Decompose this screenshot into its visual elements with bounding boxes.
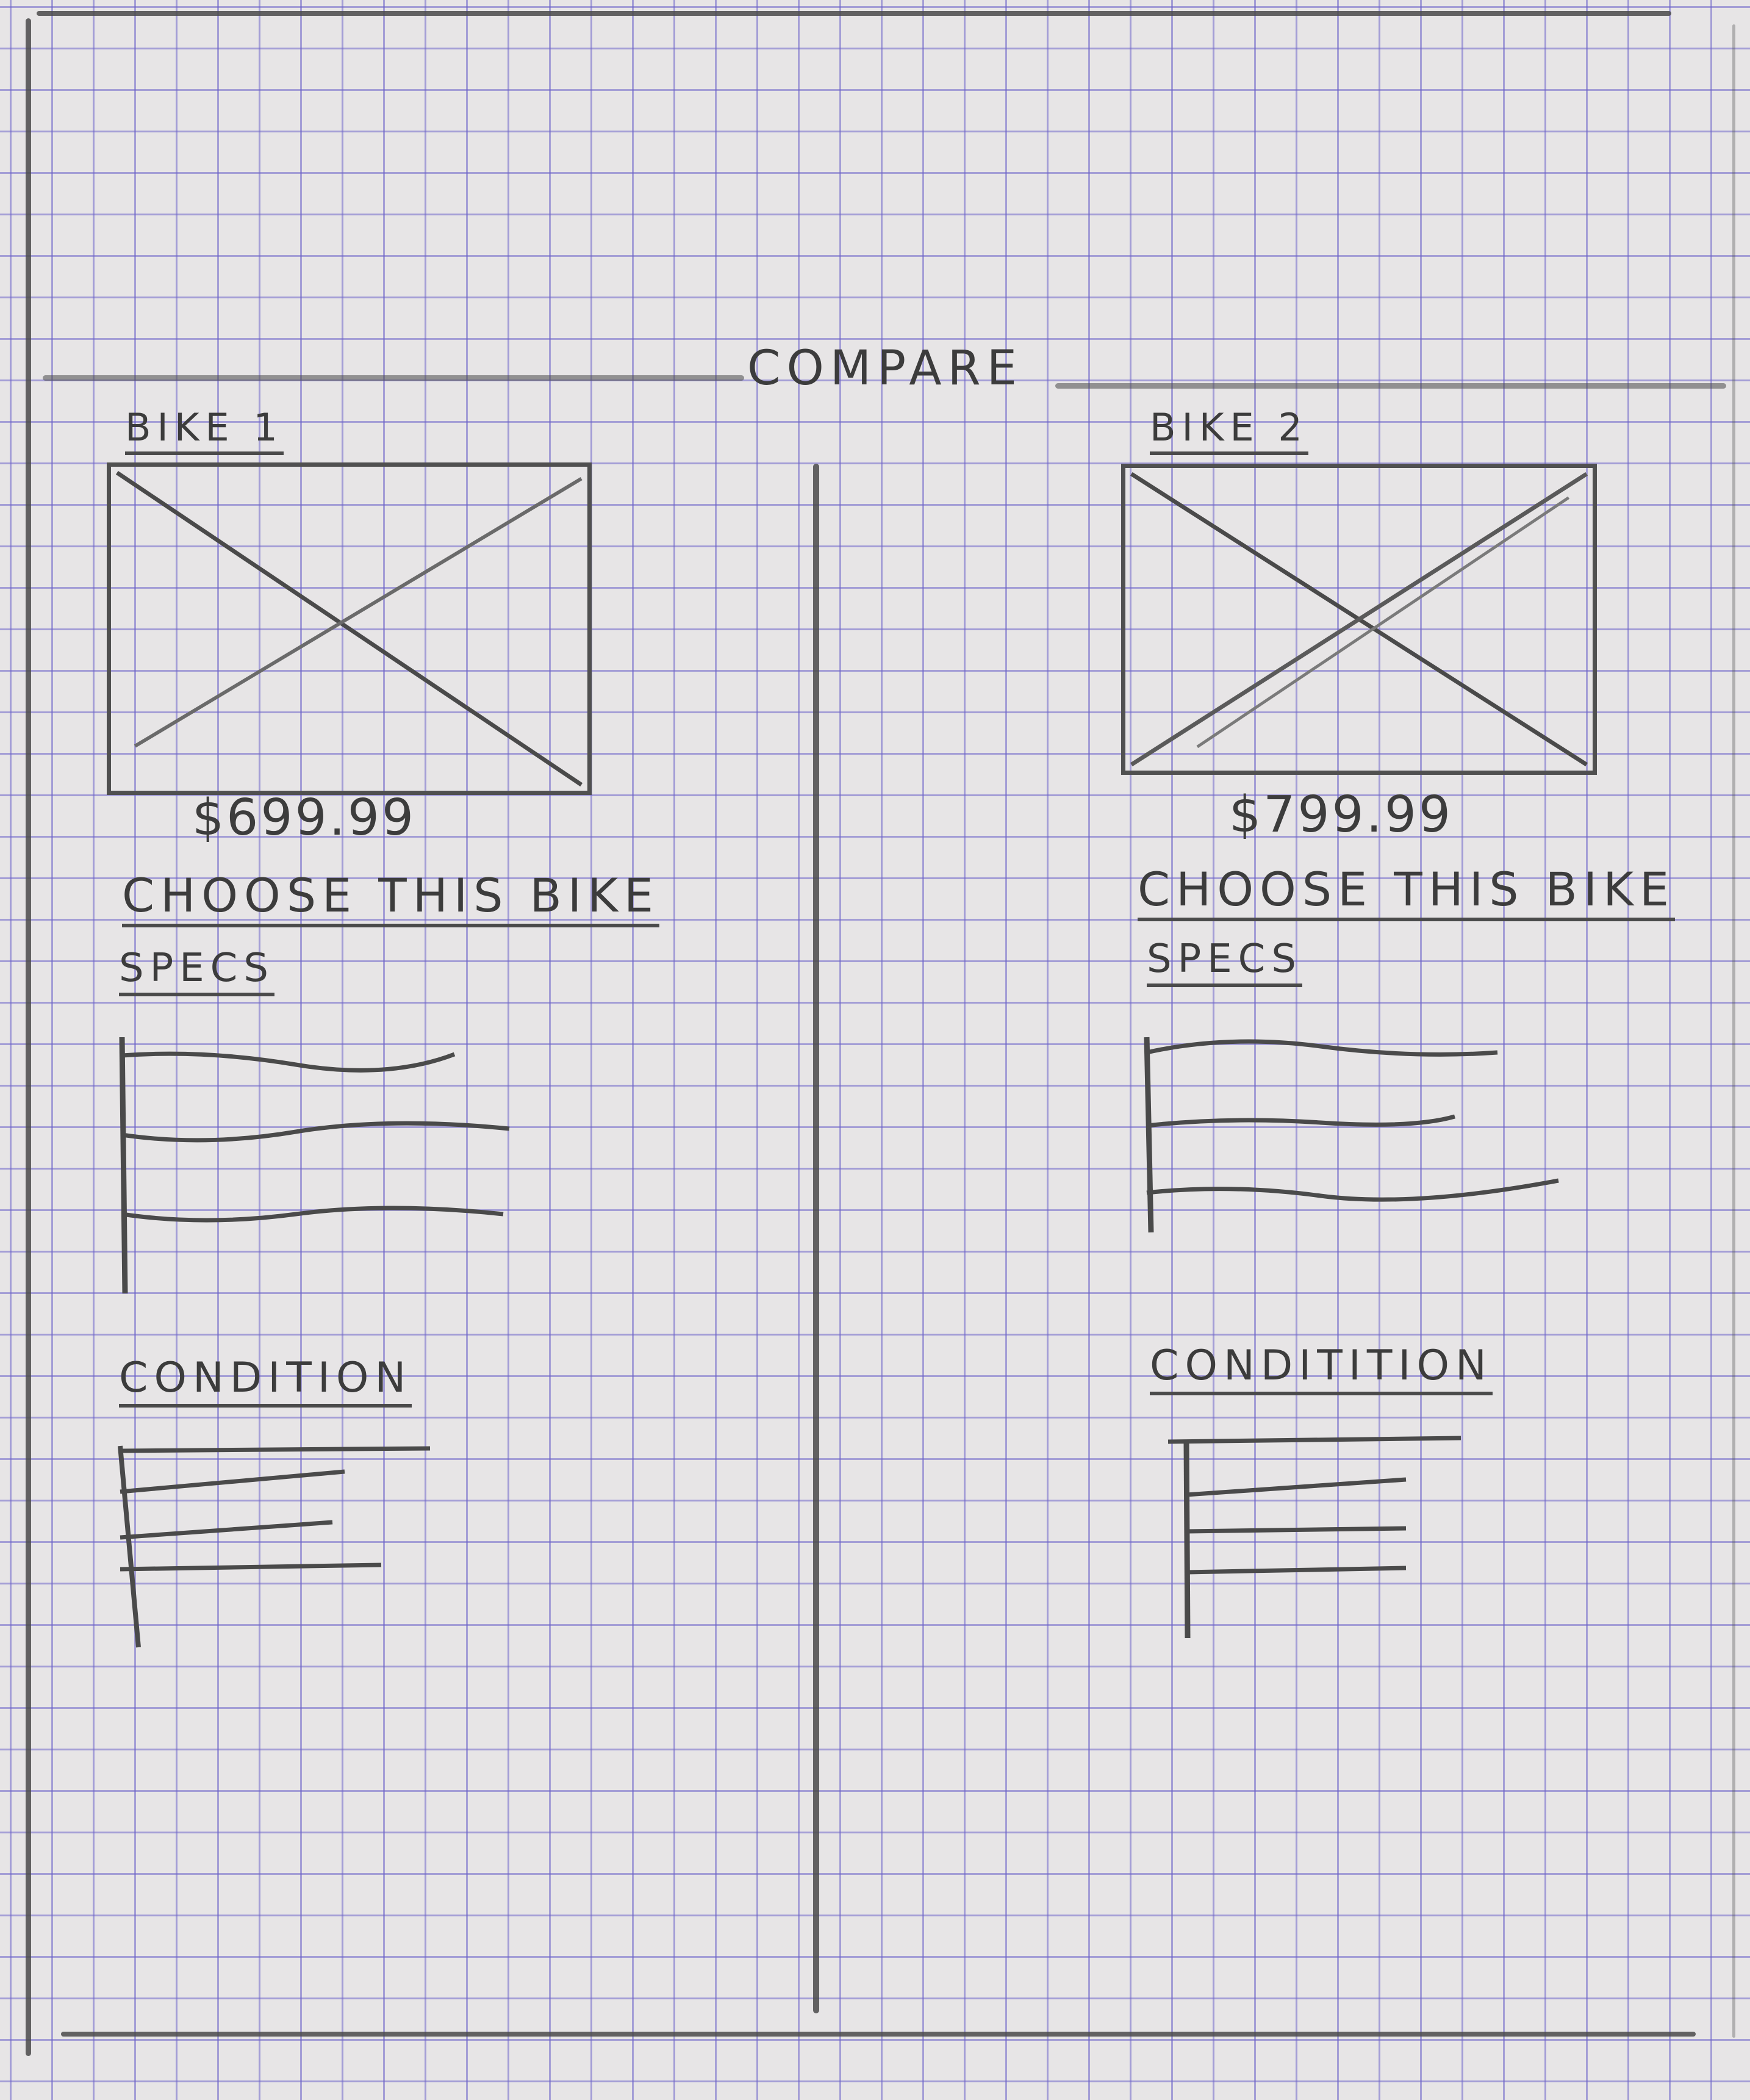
bike-2-condition-list [1162,1431,1479,1644]
bike-1-specs-heading: SPECS [119,949,274,996]
bike-1-specs-list [113,1031,515,1300]
header-rule-left [43,375,744,381]
image-placeholder-icon [115,470,583,787]
text-lines-icon [1167,1436,1461,1639]
frame-left-border [26,18,31,2056]
page-title: COMPARE [747,341,1024,396]
text-lines-icon [118,1445,431,1648]
bike-2-condition-heading: CONDITITION [1150,1345,1493,1395]
text-lines-icon [119,1037,510,1294]
frame-bottom-border [61,2032,1696,2037]
bike-2-image [1121,464,1597,775]
bike-2-choose-button[interactable]: CHOOSE THIS BIKE [1138,866,1676,921]
header-rule-right [1055,383,1726,389]
bike-1-choose-button[interactable]: CHOOSE THIS BIKE [122,872,660,927]
bike-2-specs-list [1138,1031,1565,1239]
bike-1-condition-list [113,1434,442,1653]
frame-right-border [1732,24,1735,2038]
bike-1-image [107,462,592,795]
image-placeholder-icon [1130,472,1588,767]
bike-2-label: BIKE 2 [1150,409,1308,455]
text-lines-icon [1144,1037,1559,1233]
bike-1-condition-heading: CONDITION [119,1357,412,1408]
bike-1-price: $699.99 [192,789,417,847]
column-divider [813,464,819,2013]
bike-2-specs-heading: SPECS [1147,940,1302,987]
frame-top-border [37,11,1671,16]
bike-1-label: BIKE 1 [125,409,284,455]
bike-2-price: $799.99 [1229,786,1454,844]
